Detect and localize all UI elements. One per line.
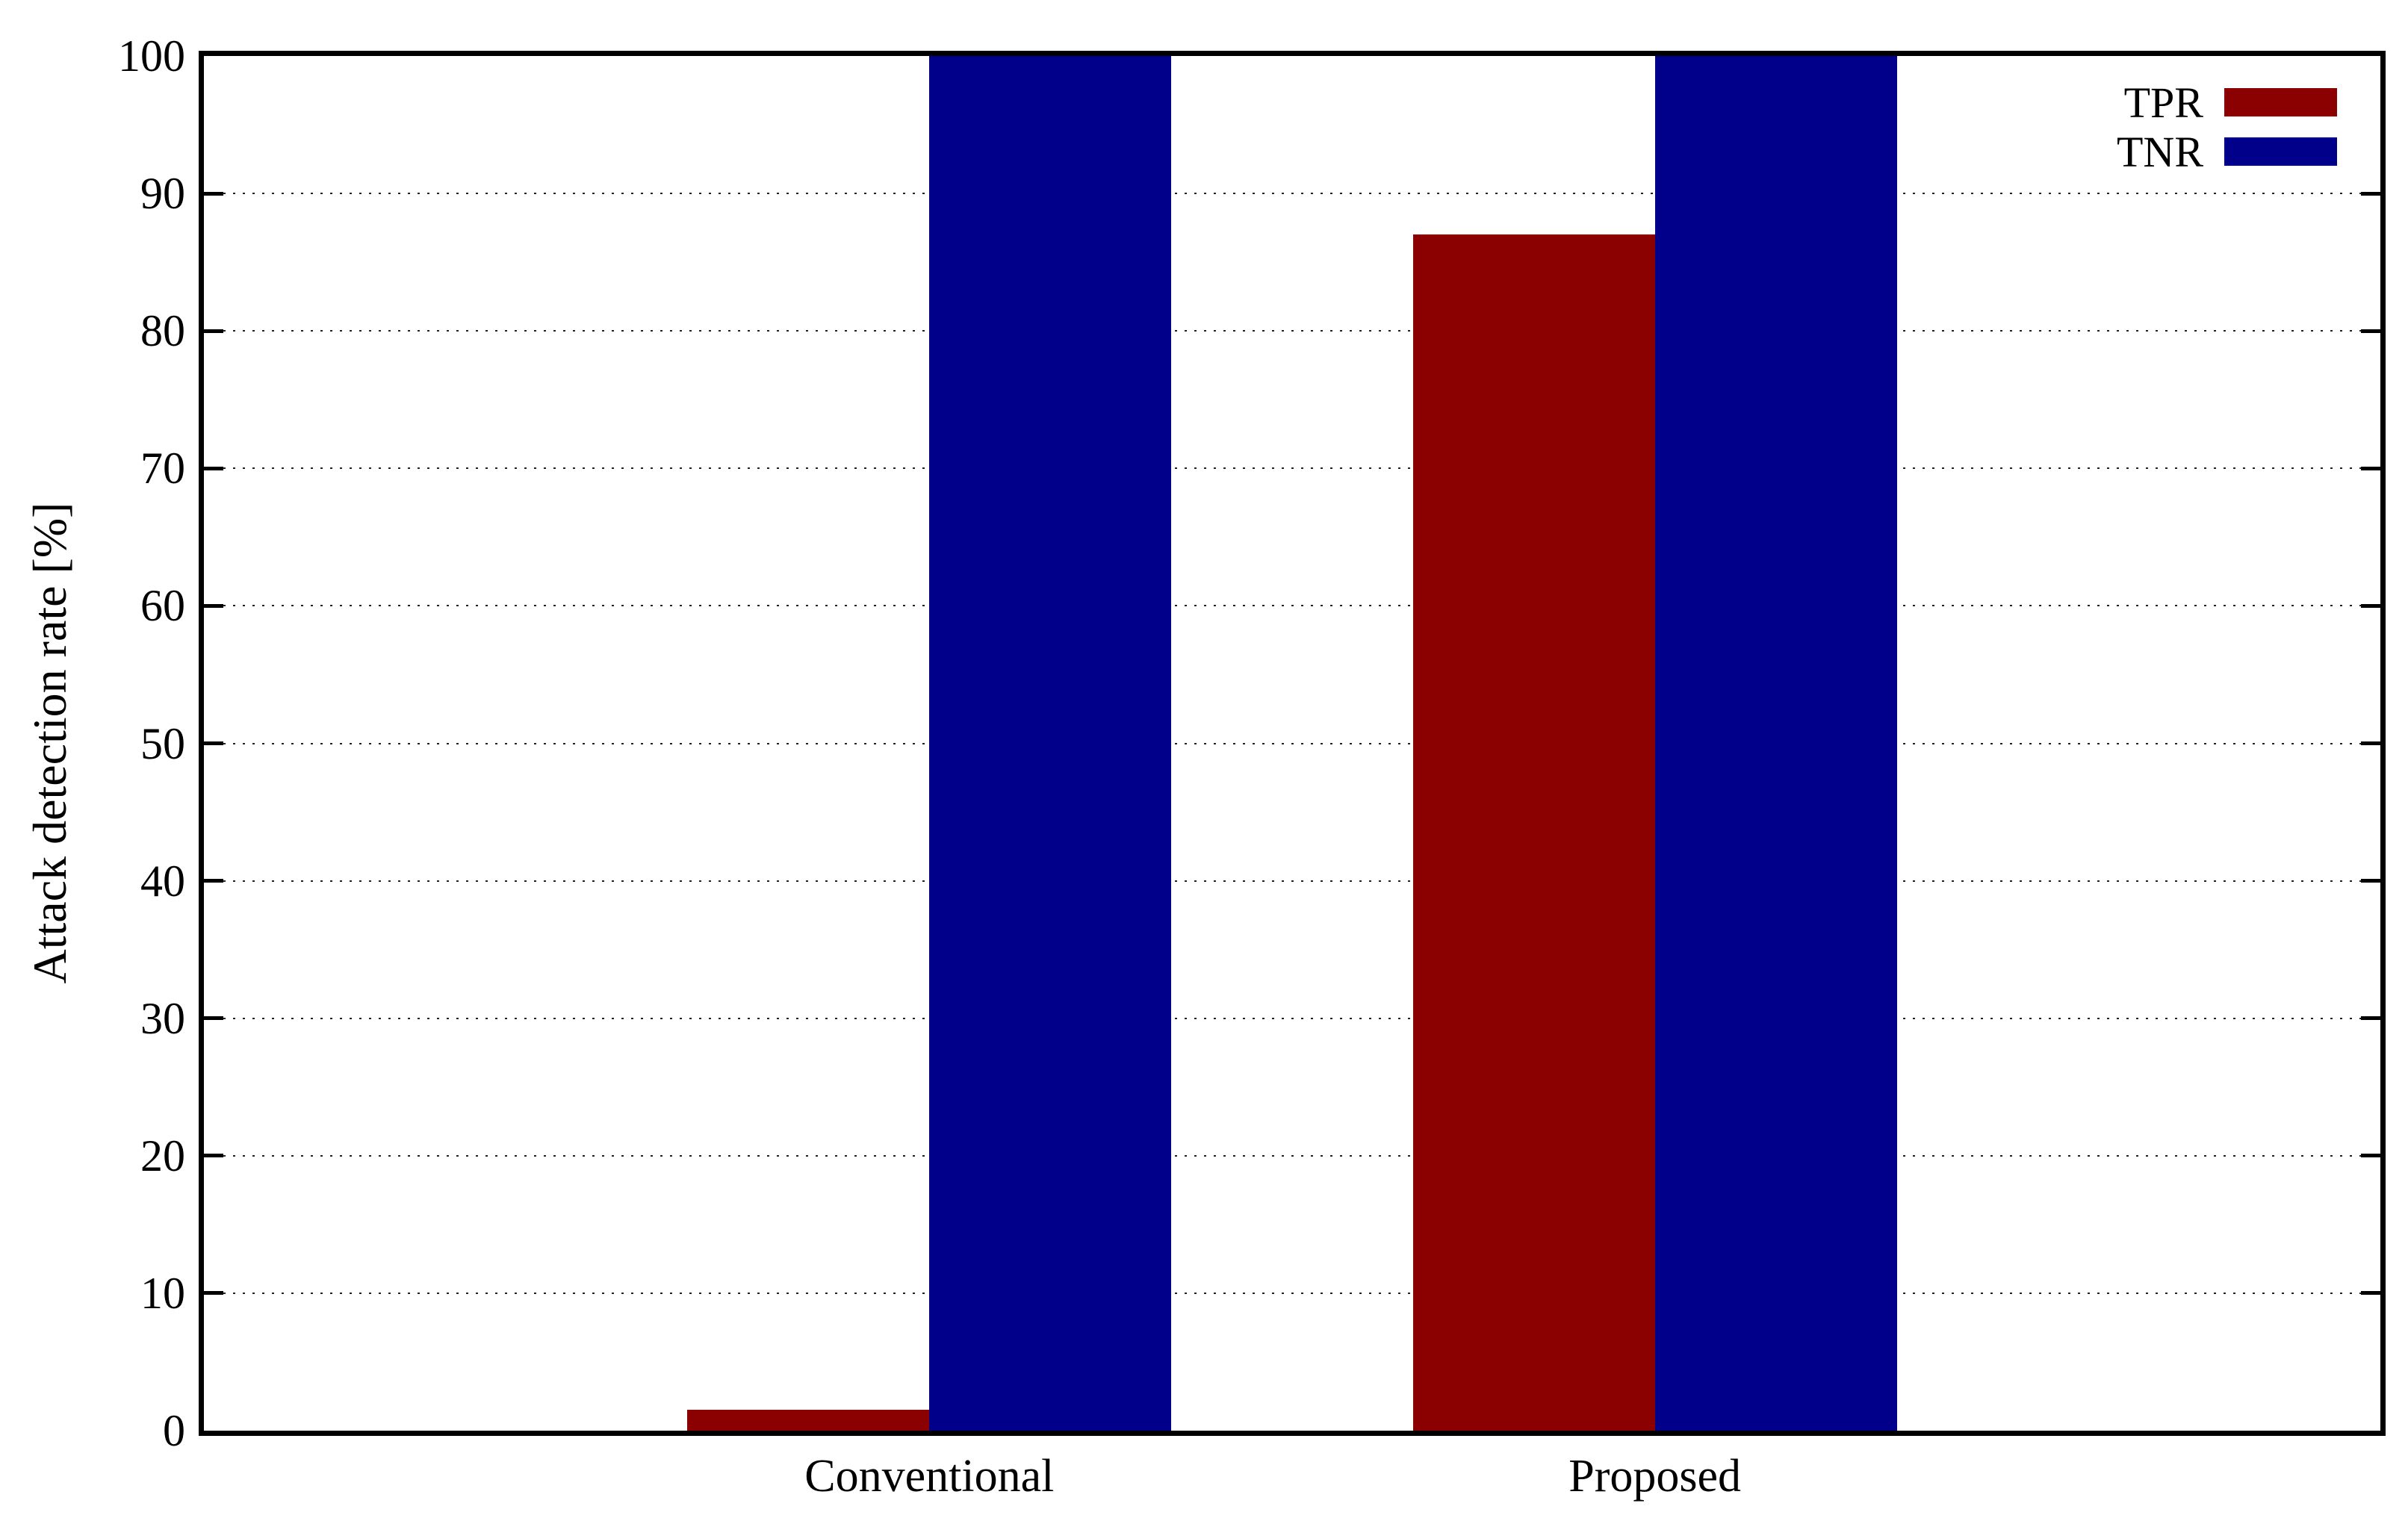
bar-tpr-proposed [1413, 234, 1655, 1431]
y-tick-label-60: 60 [140, 581, 185, 631]
bar-tnr-conventional [929, 56, 1171, 1431]
y-tick-label-70: 70 [140, 444, 185, 494]
x-tick-label-conventional: Conventional [804, 1451, 1055, 1502]
bar-tpr-conventional [687, 1410, 929, 1431]
y-tick-mark-left-80 [204, 329, 223, 333]
plot-area [199, 51, 2386, 1436]
y-tick-label-100: 100 [118, 31, 185, 81]
y-tick-label-50: 50 [140, 718, 185, 768]
y-tick-label-30: 30 [140, 993, 185, 1043]
y-tick-mark-right-60 [2361, 603, 2380, 608]
y-tick-mark-left-90 [204, 191, 223, 196]
x-tick-label-proposed: Proposed [1568, 1451, 1742, 1502]
y-tick-mark-left-60 [204, 603, 223, 608]
y-tick-mark-right-70 [2361, 466, 2380, 470]
y-tick-mark-right-40 [2361, 879, 2380, 883]
y-tick-mark-left-70 [204, 466, 223, 470]
y-tick-label-10: 10 [140, 1268, 185, 1318]
gridline-y20 [204, 1154, 2380, 1157]
legend: TPR TNR [2117, 78, 2337, 176]
y-tick-mark-right-90 [2361, 191, 2380, 196]
legend-entry-tnr: TNR [2117, 127, 2337, 176]
y-tick-mark-left-30 [204, 1016, 223, 1021]
y-tick-label-90: 90 [140, 169, 185, 219]
legend-label-tpr: TPR [2123, 78, 2203, 127]
y-tick-label-40: 40 [140, 856, 185, 906]
gridline-y40 [204, 880, 2380, 882]
legend-swatch-tnr [2224, 137, 2337, 166]
gridline-y10 [204, 1292, 2380, 1294]
y-tick-label-0: 0 [163, 1406, 185, 1455]
legend-entry-tpr: TPR [2117, 78, 2337, 127]
y-tick-mark-left-20 [204, 1154, 223, 1158]
y-tick-mark-right-50 [2361, 741, 2380, 745]
y-tick-mark-right-30 [2361, 1016, 2380, 1021]
gridline-y30 [204, 1017, 2380, 1019]
y-tick-label-20: 20 [140, 1130, 185, 1181]
y-tick-mark-left-50 [204, 741, 223, 745]
bar-tnr-proposed [1655, 56, 1897, 1431]
y-tick-mark-left-10 [204, 1291, 223, 1296]
y-tick-mark-right-10 [2361, 1291, 2380, 1296]
legend-swatch-tpr [2224, 88, 2337, 116]
gridline-y70 [204, 467, 2380, 470]
y-tick-label-80: 80 [140, 306, 185, 356]
legend-label-tnr: TNR [2117, 127, 2203, 176]
gridline-y60 [204, 605, 2380, 607]
gridline-y50 [204, 742, 2380, 744]
y-tick-mark-left-40 [204, 879, 223, 883]
gridline-y90 [204, 193, 2380, 195]
y-tick-mark-right-80 [2361, 329, 2380, 333]
gridline-y80 [204, 330, 2380, 332]
y-tick-mark-right-20 [2361, 1154, 2380, 1158]
